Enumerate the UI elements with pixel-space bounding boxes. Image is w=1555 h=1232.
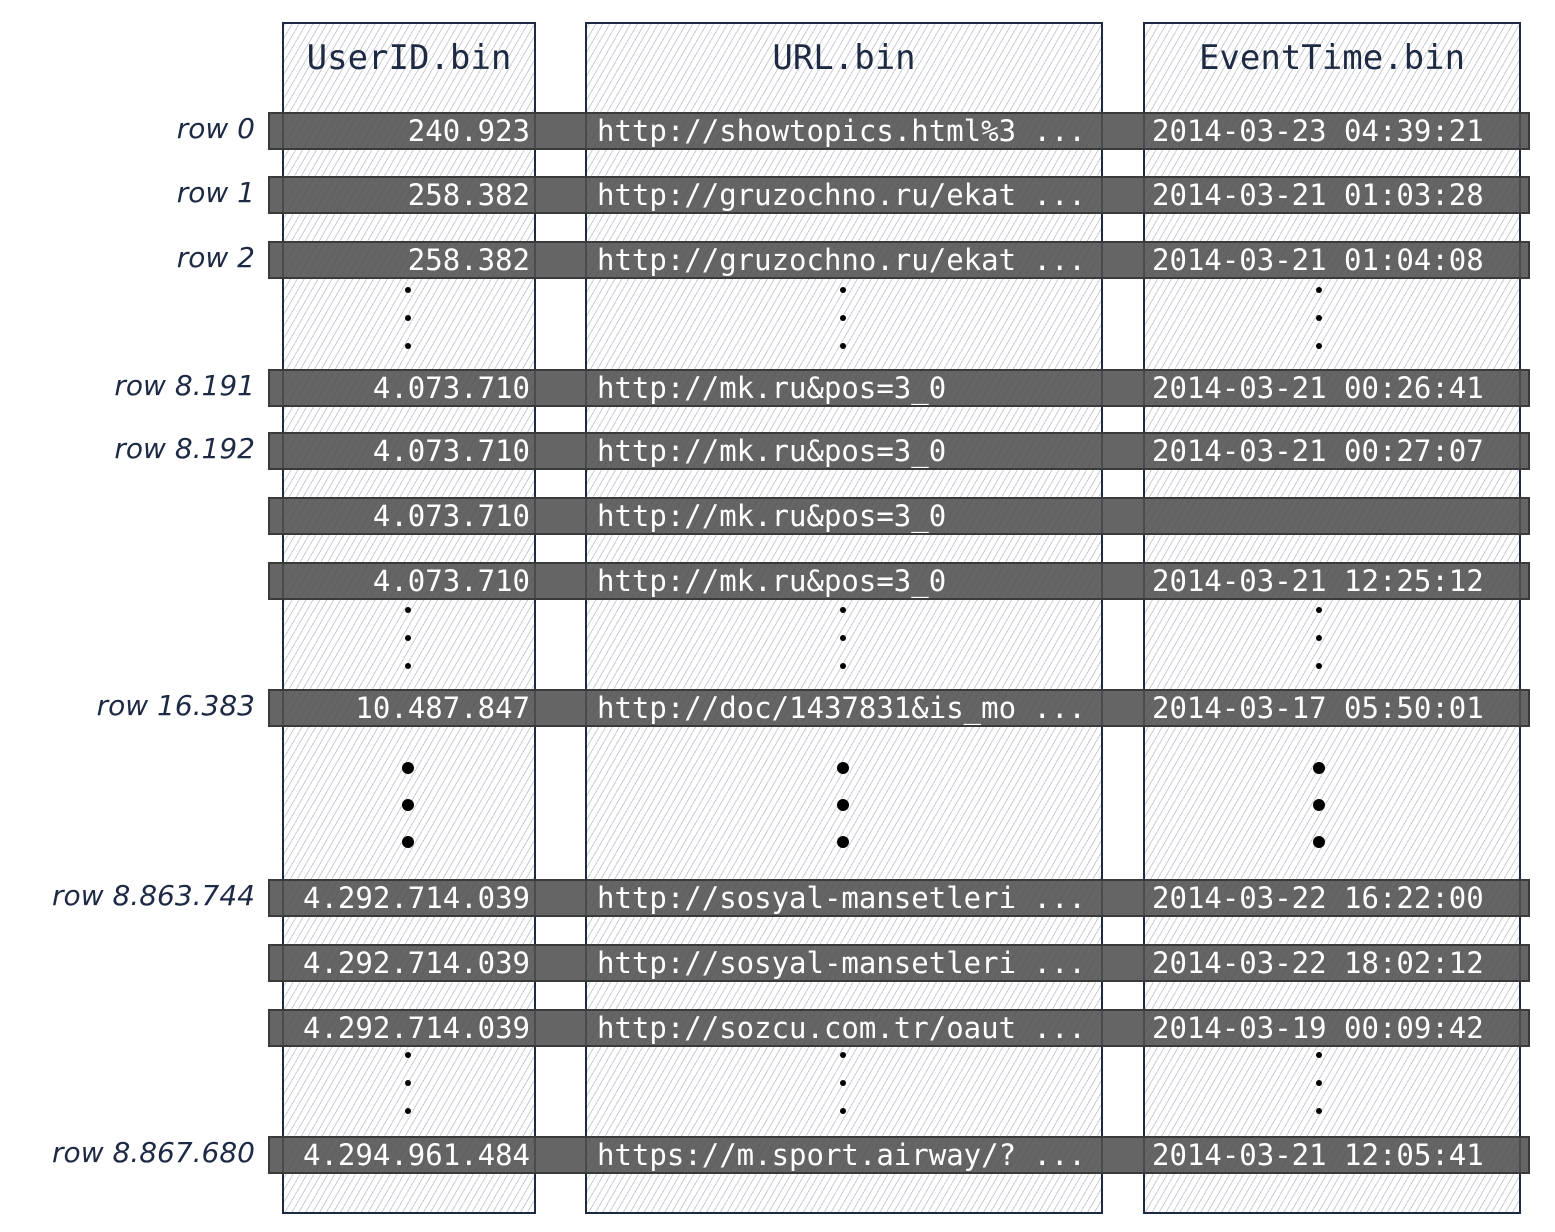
url-cell: http://sozcu.com.tr/oaut ...: [597, 1011, 1086, 1045]
table-row: [268, 241, 1530, 279]
table-row: [268, 879, 1530, 917]
url-cell: https://m.sport.airway/? ...: [597, 1138, 1086, 1172]
url-cell: http://sosyal-mansetleri ...: [597, 946, 1086, 980]
eventtime-cell: 2014-03-21 12:05:41: [1152, 1138, 1484, 1172]
ellipsis-dot: [402, 836, 414, 848]
row-label: row 8.191: [114, 369, 255, 402]
ellipsis-dot: [405, 607, 411, 613]
ellipsis-dot: [405, 343, 411, 349]
userid-cell: 4.073.710: [372, 499, 530, 533]
table-row: [268, 562, 1530, 600]
ellipsis-dot: [837, 762, 849, 774]
eventtime-cell: 2014-03-21 00:26:41: [1152, 371, 1484, 405]
userid-cell: 258.382: [407, 178, 530, 212]
userid-cell: 4.292.714.039: [303, 881, 530, 915]
ellipsis-dot: [1313, 799, 1325, 811]
url-cell: http://sosyal-mansetleri ...: [597, 881, 1086, 915]
userid-cell: 258.382: [407, 243, 530, 277]
ellipsis-dot: [405, 315, 411, 321]
table-row: [268, 497, 1530, 535]
ellipsis-dot: [1316, 1080, 1322, 1086]
userid-cell: 4.073.710: [372, 434, 530, 468]
table-row: [268, 944, 1530, 982]
url-cell: http://gruzochno.ru/ekat ...: [597, 178, 1086, 212]
ellipsis-dot: [1316, 287, 1322, 293]
url-cell: http://mk.ru&pos=3_0: [597, 434, 947, 468]
url-cell: http://gruzochno.ru/ekat ...: [597, 243, 1086, 277]
row-label: row 2: [176, 241, 255, 274]
row-label: row 1: [176, 176, 255, 209]
ellipsis-dot: [405, 1108, 411, 1114]
ellipsis-dot: [840, 1080, 846, 1086]
table-row: [268, 369, 1530, 407]
ellipsis-dot: [1316, 1052, 1322, 1058]
ellipsis-dot: [840, 663, 846, 669]
eventtime-cell: 2014-03-19 00:09:42: [1152, 1011, 1484, 1045]
column-title-userid: UserID.bin: [306, 38, 512, 78]
ellipsis-dot: [837, 836, 849, 848]
ellipsis-dot: [1313, 836, 1325, 848]
eventtime-cell: 2014-03-22 18:02:12: [1152, 946, 1484, 980]
url-cell: http://mk.ru&pos=3_0: [597, 564, 947, 598]
row-label: row 0: [176, 112, 255, 145]
eventtime-cell: 2014-03-21 01:03:28: [1152, 178, 1484, 212]
row-label: row 8.863.744: [52, 879, 255, 912]
eventtime-cell: 2014-03-21 00:27:07: [1152, 434, 1484, 468]
eventtime-cell: 2014-03-17 05:50:01: [1152, 691, 1484, 725]
ellipsis-dot: [1316, 315, 1322, 321]
table-row: [268, 1009, 1530, 1047]
url-cell: http://mk.ru&pos=3_0: [597, 499, 947, 533]
userid-cell: 10.487.847: [355, 691, 530, 725]
row-label: row 8.867.680: [52, 1136, 255, 1169]
ellipsis-dot: [405, 287, 411, 293]
userid-cell: 4.292.714.039: [303, 946, 530, 980]
eventtime-cell: 2014-03-21 01:04:08: [1152, 243, 1484, 277]
ellipsis-dot: [840, 1108, 846, 1114]
column-title-eventtime: EventTime.bin: [1198, 38, 1466, 78]
ellipsis-dot: [402, 762, 414, 774]
ellipsis-dot: [1316, 663, 1322, 669]
ellipsis-dot: [1316, 635, 1322, 641]
eventtime-cell: 2014-03-22 16:22:00: [1152, 881, 1484, 915]
row-label: row 16.383: [96, 689, 255, 722]
ellipsis-dot: [405, 663, 411, 669]
url-cell: http://mk.ru&pos=3_0: [597, 371, 947, 405]
table-row: [268, 112, 1530, 150]
ellipsis-dot: [840, 343, 846, 349]
ellipsis-dot: [1316, 343, 1322, 349]
table-row: [268, 432, 1530, 470]
userid-cell: 4.294.961.484: [303, 1138, 530, 1172]
ellipsis-dot: [840, 635, 846, 641]
url-cell: http://showtopics.html%3 ...: [597, 114, 1086, 148]
userid-cell: 4.073.710: [372, 564, 530, 598]
ellipsis-dot: [1316, 607, 1322, 613]
ellipsis-dot: [405, 1080, 411, 1086]
userid-cell: 4.073.710: [372, 371, 530, 405]
eventtime-cell: 2014-03-23 04:39:21: [1152, 114, 1484, 148]
row-label: row 8.192: [114, 432, 255, 465]
ellipsis-dot: [840, 287, 846, 293]
ellipsis-dot: [840, 1052, 846, 1058]
url-cell: http://doc/1437831&is_mo ...: [597, 691, 1086, 725]
ellipsis-dot: [837, 799, 849, 811]
ellipsis-dot: [405, 1052, 411, 1058]
ellipsis-dot: [402, 799, 414, 811]
table-row: [268, 1136, 1530, 1174]
ellipsis-dot: [1313, 762, 1325, 774]
ellipsis-dot: [840, 607, 846, 613]
ellipsis-dot: [405, 635, 411, 641]
ellipsis-dot: [840, 315, 846, 321]
table-row: [268, 176, 1530, 214]
ellipsis-dot: [1316, 1108, 1322, 1114]
column-title-url: URL.bin: [772, 38, 916, 78]
userid-cell: 4.292.714.039: [303, 1011, 530, 1045]
eventtime-cell: 2014-03-21 12:25:12: [1152, 564, 1484, 598]
userid-cell: 240.923: [407, 114, 530, 148]
table-row: [268, 689, 1530, 727]
